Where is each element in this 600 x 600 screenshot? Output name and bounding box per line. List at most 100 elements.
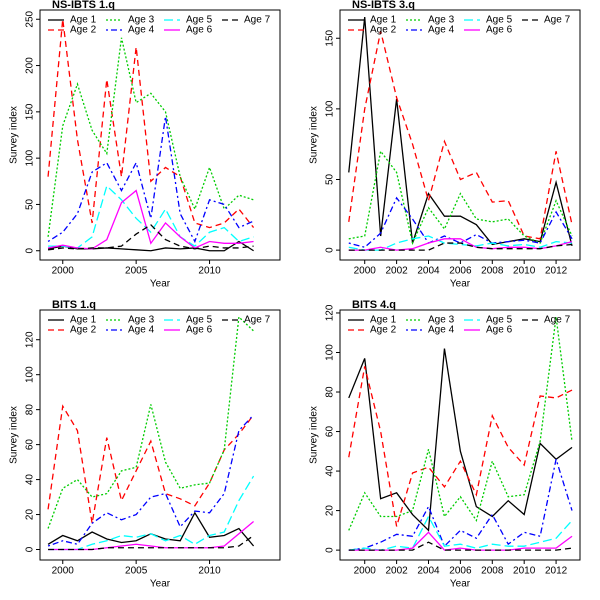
legend-label: Age 6 [186, 25, 213, 36]
legend-label: Age 6 [186, 325, 213, 336]
y-axis-label: Survey index [309, 406, 320, 464]
legend-label: Age 7 [244, 15, 271, 26]
y-tick-label: 150 [25, 103, 36, 120]
legend-label: Age 3 [128, 15, 155, 26]
y-tick-label: 200 [25, 57, 36, 74]
chart-title: BITS 1.q [52, 299, 96, 311]
series-line [47, 223, 254, 251]
chart-title: NS-IBTS 1.q [52, 0, 115, 11]
y-tick-label: 50 [325, 173, 336, 185]
series-line [48, 534, 254, 551]
plot-frame [39, 9, 281, 261]
series-line [348, 348, 573, 532]
x-axis-label: Year [450, 279, 471, 290]
x-tick-label: 2006 [449, 266, 472, 277]
series-line [48, 475, 255, 551]
series-line [348, 459, 573, 551]
x-tick-label: 2005 [125, 566, 148, 577]
y-tick-label: 60 [325, 426, 336, 438]
x-tick-label: 2008 [481, 566, 504, 577]
legend-label: Age 2 [370, 325, 397, 336]
x-tick-label: 2010 [513, 266, 536, 277]
legend-label: Age 1 [370, 15, 397, 26]
y-tick-label: 20 [25, 509, 36, 521]
legend-label: Age 1 [70, 315, 97, 326]
legend-label: Age 2 [70, 325, 97, 336]
legend-label: Age 4 [428, 325, 455, 336]
y-tick-label: 0 [25, 546, 36, 552]
y-tick-label: 80 [325, 386, 336, 398]
chart-title: NS-IBTS 3.q [352, 0, 415, 11]
series-line [48, 184, 254, 249]
plot-frame [339, 309, 581, 561]
legend-label: Age 5 [486, 15, 513, 26]
y-tick-label: 120 [325, 304, 336, 321]
y-tick-label: 100 [25, 149, 36, 166]
x-tick-label: 2002 [385, 566, 408, 577]
plot-frame [339, 9, 581, 261]
y-tick-label: 80 [25, 404, 36, 416]
series-line [47, 37, 254, 237]
series-line [47, 315, 255, 529]
x-tick-label: 2000 [354, 266, 377, 277]
legend-label: Age 3 [428, 15, 455, 26]
x-tick-label: 2002 [385, 266, 408, 277]
series-line [47, 19, 255, 229]
legend-label: Age 1 [70, 15, 97, 26]
legend-label: Age 5 [186, 315, 213, 326]
legend-label: Age 2 [70, 25, 97, 36]
y-tick-label: 40 [325, 465, 336, 477]
x-tick-label: 2012 [545, 566, 568, 577]
series-line [47, 414, 255, 547]
x-tick-label: 2004 [417, 266, 440, 277]
y-tick-label: 150 [325, 29, 336, 46]
series-line [47, 189, 254, 250]
series-line [348, 531, 573, 551]
legend-label: Age 4 [128, 25, 155, 36]
y-axis-label: Survey index [309, 106, 320, 164]
legend-label: Age 4 [428, 25, 455, 36]
x-tick-label: 2000 [52, 566, 75, 577]
y-tick-label: 40 [25, 474, 36, 486]
legend-label: Age 1 [370, 315, 397, 326]
y-tick-label: 20 [325, 505, 336, 517]
y-tick-label: 100 [25, 366, 36, 383]
x-tick-label: 2005 [125, 266, 148, 277]
legend-label: Age 4 [128, 325, 155, 336]
x-axis-label: Year [150, 279, 171, 290]
x-tick-label: 2006 [449, 566, 472, 577]
y-tick-label: 100 [325, 344, 336, 361]
series-line [348, 31, 573, 240]
series-line [348, 235, 573, 251]
y-tick-label: 250 [25, 10, 36, 27]
y-tick-label: 0 [325, 247, 336, 253]
y-tick-label: 60 [25, 439, 36, 451]
legend-label: Age 5 [486, 315, 513, 326]
y-tick-label: 50 [25, 198, 36, 210]
series-line [348, 16, 573, 247]
series-line [348, 238, 573, 251]
chart-title: BITS 4.q [352, 299, 396, 311]
x-tick-label: 2010 [198, 266, 221, 277]
x-tick-label: 2010 [513, 566, 536, 577]
legend-label: Age 3 [428, 315, 455, 326]
legend-label: Age 7 [244, 315, 271, 326]
legend-label: Age 6 [486, 325, 513, 336]
series-line [348, 242, 573, 251]
y-axis-label: Survey index [9, 406, 20, 464]
series-line [47, 116, 254, 244]
series-line [348, 366, 573, 527]
series-line [47, 511, 255, 547]
series-line [348, 515, 573, 551]
series-line [348, 149, 573, 246]
x-tick-label: 2008 [481, 266, 504, 277]
x-tick-label: 2012 [545, 266, 568, 277]
x-tick-label: 2000 [52, 266, 75, 277]
legend-label: Age 3 [128, 315, 155, 326]
y-tick-label: 0 [25, 248, 36, 254]
legend-label: Age 6 [486, 25, 513, 36]
y-tick-label: 100 [325, 100, 336, 117]
y-axis-label: Survey index [9, 106, 20, 164]
series-line [47, 404, 255, 524]
